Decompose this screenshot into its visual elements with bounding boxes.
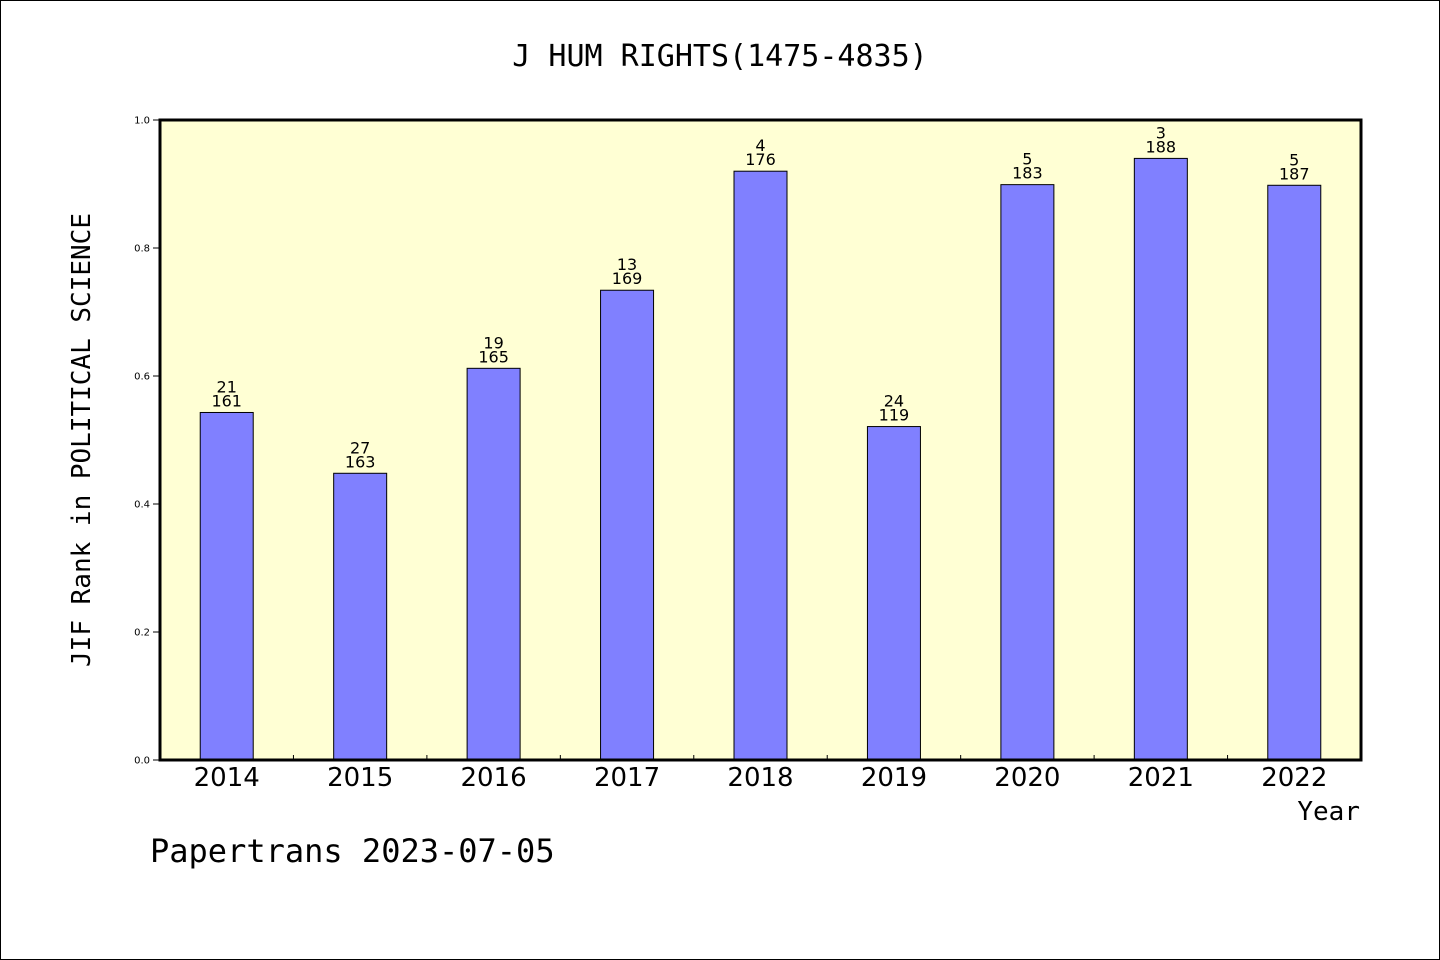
rank-label: 21 [217,377,237,396]
total-label: 161 [211,391,242,410]
x-tick-label: 2022 [1261,763,1327,793]
total-label: 188 [1146,137,1177,156]
bar-2018 [733,170,788,761]
x-tick-label: 2016 [461,763,527,793]
y-tick-label: 0.2 [134,628,150,639]
x-tick-label: 2014 [194,763,260,793]
bar-2016 [466,367,521,761]
chart-title: J HUM RIGHTS(1475-4835) [512,39,927,74]
x-tick-label: 2020 [994,763,1060,793]
total-label: 176 [745,150,776,169]
total-label: 165 [478,347,509,366]
total-label: 169 [612,269,643,288]
bar-2014 [199,411,254,761]
bar-2020 [1000,184,1055,761]
plot-border [158,118,1363,762]
rank-label: 13 [617,255,637,274]
rank-label: 19 [483,333,503,352]
plot-area: 0.00.20.40.60.81.02116120142716320151916… [134,116,1363,793]
total-label: 163 [345,452,376,471]
y-tick-label: 0.6 [134,372,150,383]
rank-label: 3 [1156,123,1166,142]
x-axis-label: Year [1297,797,1360,827]
rank-label: 4 [755,136,765,155]
y-tick-label: 0.8 [134,244,150,255]
y-tick-label: 0.0 [134,756,150,767]
total-label: 183 [1012,164,1043,183]
footer-credit: Papertrans 2023-07-05 [150,832,555,870]
y-axis-label: JIF Rank in POLITICAL SCIENCE [67,213,97,667]
y-tick-label: 1.0 [134,116,150,127]
bar-2019 [866,426,921,761]
bar-2022 [1267,184,1322,761]
x-tick-label: 2015 [327,763,393,793]
bar-2015 [333,472,388,761]
rank-label: 5 [1022,150,1032,169]
rank-label: 24 [884,392,904,411]
y-tick-label: 0.4 [134,500,150,511]
x-tick-label: 2018 [727,763,793,793]
x-tick-label: 2021 [1128,763,1194,793]
total-label: 119 [879,406,910,425]
rank-label: 5 [1289,150,1299,169]
bar-2017 [600,289,655,761]
total-label: 187 [1279,164,1310,183]
bar-2021 [1133,157,1188,761]
x-tick-label: 2017 [594,763,660,793]
x-tick-label: 2019 [861,763,927,793]
rank-label: 27 [350,438,370,457]
